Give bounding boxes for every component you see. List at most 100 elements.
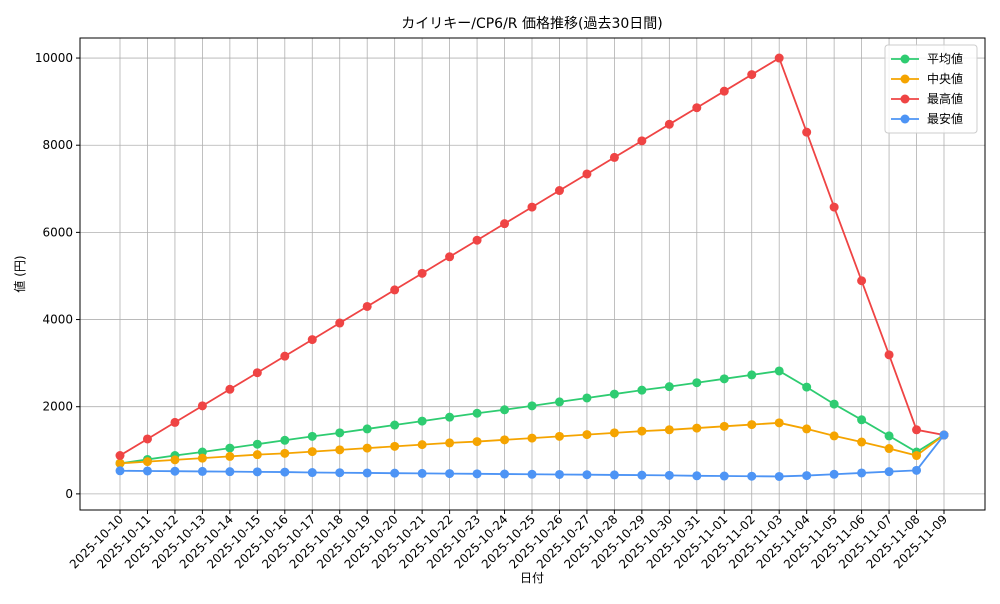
data-point	[637, 470, 647, 480]
data-point	[472, 437, 482, 447]
data-point	[829, 399, 839, 409]
data-point	[747, 70, 757, 80]
data-point	[417, 440, 427, 450]
data-point	[472, 235, 482, 245]
data-point	[197, 466, 207, 476]
data-point	[884, 431, 894, 441]
data-point	[912, 465, 922, 475]
data-point	[307, 468, 317, 478]
data-point	[939, 430, 949, 440]
data-point	[197, 401, 207, 411]
data-point	[500, 435, 510, 445]
data-point	[252, 450, 262, 460]
data-point	[829, 431, 839, 441]
data-point	[774, 471, 784, 481]
data-point	[252, 439, 262, 449]
data-point	[747, 420, 757, 430]
data-point	[390, 468, 400, 478]
data-point	[225, 443, 235, 453]
data-point	[692, 103, 702, 113]
legend-marker	[900, 54, 910, 64]
data-point	[527, 433, 537, 443]
data-point	[170, 455, 180, 465]
data-point	[115, 458, 125, 468]
data-point	[252, 467, 262, 477]
data-point	[609, 428, 619, 438]
data-point	[335, 445, 345, 455]
y-tick-label: 0	[65, 487, 73, 501]
data-point	[802, 382, 812, 392]
data-point	[142, 434, 152, 444]
data-point	[692, 423, 702, 433]
data-point	[884, 444, 894, 454]
data-point	[197, 453, 207, 463]
data-point	[829, 202, 839, 212]
data-point	[307, 447, 317, 457]
data-point	[115, 466, 125, 476]
data-point	[527, 469, 537, 479]
data-point	[719, 86, 729, 96]
data-point	[472, 469, 482, 479]
data-point	[802, 471, 812, 481]
data-point	[884, 350, 894, 360]
data-point	[362, 301, 372, 311]
y-tick-label: 10000	[35, 51, 73, 65]
legend-marker	[900, 94, 910, 104]
data-point	[390, 420, 400, 430]
data-point	[829, 469, 839, 479]
data-point	[912, 451, 922, 461]
data-point	[774, 418, 784, 428]
data-point	[774, 366, 784, 376]
data-point	[747, 471, 757, 481]
data-point	[582, 470, 592, 480]
data-point	[774, 53, 784, 63]
data-point	[692, 471, 702, 481]
data-point	[445, 438, 455, 448]
data-point	[362, 468, 372, 478]
data-point	[307, 431, 317, 441]
data-point	[857, 468, 867, 478]
data-point	[500, 219, 510, 229]
data-point	[252, 368, 262, 378]
data-point	[857, 437, 867, 447]
data-point	[445, 412, 455, 422]
data-point	[500, 405, 510, 415]
data-point	[280, 467, 290, 477]
data-point	[802, 424, 812, 434]
data-point	[417, 268, 427, 278]
data-point	[472, 408, 482, 418]
data-point	[390, 285, 400, 295]
data-point	[747, 370, 757, 380]
data-point	[307, 335, 317, 345]
data-point	[280, 435, 290, 445]
data-point	[280, 351, 290, 361]
data-point	[582, 393, 592, 403]
data-point	[664, 470, 674, 480]
data-point	[857, 415, 867, 425]
legend-label: 平均値	[927, 51, 963, 66]
y-axis-label: 値 (円)	[12, 255, 27, 292]
data-point	[884, 467, 894, 477]
data-point	[225, 467, 235, 477]
data-point	[719, 471, 729, 481]
data-point	[582, 169, 592, 179]
data-point	[225, 384, 235, 394]
data-point	[664, 119, 674, 129]
chart-title: カイリキー/CP6/R 価格推移(過去30日間)	[401, 16, 662, 32]
y-tick-label: 8000	[42, 138, 73, 152]
data-point	[280, 448, 290, 458]
data-point	[554, 431, 564, 441]
legend-label: 最高値	[927, 91, 963, 106]
y-tick-label: 2000	[42, 400, 73, 414]
data-point	[445, 252, 455, 262]
data-point	[142, 457, 152, 467]
data-point	[390, 441, 400, 451]
data-point	[912, 425, 922, 435]
data-point	[527, 202, 537, 212]
data-point	[170, 466, 180, 476]
legend-box	[884, 44, 978, 134]
data-point	[362, 424, 372, 434]
data-point	[170, 417, 180, 427]
data-point	[719, 374, 729, 384]
